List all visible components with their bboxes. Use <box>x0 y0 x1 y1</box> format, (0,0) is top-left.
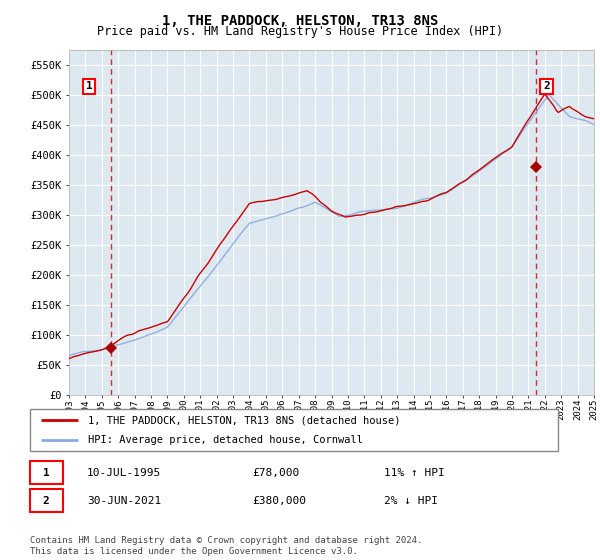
Text: 1: 1 <box>43 468 50 478</box>
Text: 1, THE PADDOCK, HELSTON, TR13 8NS: 1, THE PADDOCK, HELSTON, TR13 8NS <box>162 14 438 28</box>
Text: 1, THE PADDOCK, HELSTON, TR13 8NS (detached house): 1, THE PADDOCK, HELSTON, TR13 8NS (detac… <box>88 415 401 425</box>
Text: 30-JUN-2021: 30-JUN-2021 <box>87 496 161 506</box>
FancyBboxPatch shape <box>30 409 558 451</box>
Text: 2: 2 <box>43 496 50 506</box>
Text: HPI: Average price, detached house, Cornwall: HPI: Average price, detached house, Corn… <box>88 435 363 445</box>
Text: 2% ↓ HPI: 2% ↓ HPI <box>384 496 438 506</box>
Text: 11% ↑ HPI: 11% ↑ HPI <box>384 468 445 478</box>
Text: £380,000: £380,000 <box>252 496 306 506</box>
Text: Price paid vs. HM Land Registry's House Price Index (HPI): Price paid vs. HM Land Registry's House … <box>97 25 503 38</box>
Text: 2: 2 <box>543 81 550 91</box>
Text: 10-JUL-1995: 10-JUL-1995 <box>87 468 161 478</box>
Text: £78,000: £78,000 <box>252 468 299 478</box>
Text: 1: 1 <box>86 81 92 91</box>
Text: Contains HM Land Registry data © Crown copyright and database right 2024.
This d: Contains HM Land Registry data © Crown c… <box>30 536 422 556</box>
